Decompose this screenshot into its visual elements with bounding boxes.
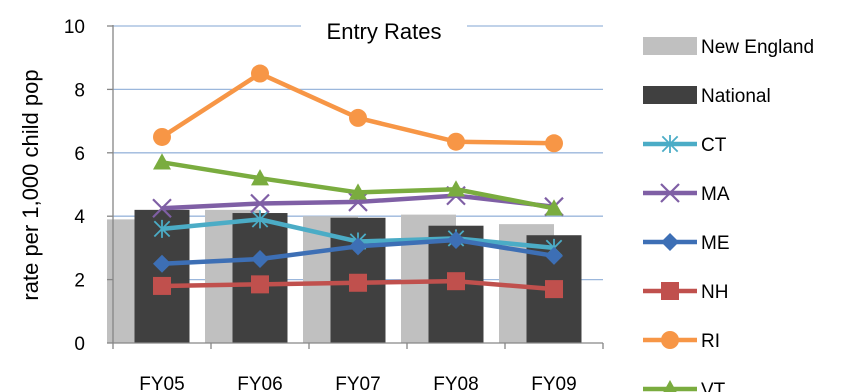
legend-item-national: National	[643, 86, 771, 107]
y-tick-label-6: 6	[74, 144, 85, 165]
y-tick-labels: 0 2 4 6 8 10	[64, 17, 86, 355]
x-tick-labels: FY05 FY06 FY07 FY08 FY09	[139, 374, 576, 392]
legend-item-vt: VT	[643, 380, 726, 392]
line-ri	[160, 71, 555, 146]
series-vt	[153, 153, 563, 216]
legend-label-nh: NH	[701, 282, 728, 303]
point-nh-fy08	[447, 272, 465, 291]
point-ri-fy08	[447, 132, 465, 151]
point-nh-fy09	[545, 280, 563, 299]
bars	[107, 209, 582, 343]
point-ma-fy06	[250, 193, 270, 214]
point-ri-fy05	[153, 127, 171, 146]
point-ma-fy05	[152, 198, 172, 219]
point-vt-fy08	[447, 180, 465, 197]
x-tick-label-fy09: FY09	[531, 374, 576, 392]
point-me-fy07	[349, 237, 367, 256]
legend-label-ma: MA	[701, 184, 730, 205]
point-vt-fy06	[251, 169, 269, 186]
legend-label-ct: CT	[701, 135, 727, 156]
legend-marker-ma	[660, 183, 680, 203]
legend-item-ct: CT	[643, 135, 727, 156]
legend-label-ri: RI	[701, 331, 720, 352]
legend-swatch-new-england	[643, 37, 697, 55]
legend-swatch-national	[643, 86, 697, 104]
x-tick-label-fy05: FY05	[139, 374, 184, 392]
legend-item-me: ME	[643, 233, 730, 254]
point-ct-fy05	[153, 219, 171, 238]
axes	[107, 25, 604, 349]
y-tick-label-4: 4	[74, 207, 85, 228]
legend-marker-vt	[663, 380, 677, 392]
x-tick-label-fy06: FY06	[237, 374, 282, 392]
point-ct-fy06	[251, 210, 269, 229]
series-ri	[153, 64, 563, 153]
point-vt-fy07	[349, 183, 367, 200]
point-vt-fy09	[545, 199, 563, 216]
series-nh	[153, 272, 563, 299]
lines	[152, 64, 564, 299]
point-me-fy06	[251, 249, 269, 268]
point-me-fy08	[447, 230, 465, 249]
point-nh-fy05	[153, 276, 171, 295]
point-nh-fy06	[251, 275, 269, 294]
legend-marker-ct	[661, 135, 679, 153]
legend-label-new-england: New England	[701, 37, 814, 58]
legend-label-national: National	[701, 86, 771, 107]
point-me-fy09	[545, 246, 563, 265]
legend-item-ri: RI	[643, 331, 720, 352]
y-tick-label-10: 10	[64, 17, 85, 38]
legend-marker-nh	[661, 282, 679, 300]
legend-item-ma: MA	[643, 183, 730, 205]
x-tick-label-fy07: FY07	[335, 374, 380, 392]
legend-label-me: ME	[701, 233, 730, 254]
chart-title: Entry Rates	[327, 19, 442, 44]
y-axis-label: rate per 1,000 child pop	[18, 69, 43, 300]
y-tick-label-0: 0	[74, 334, 85, 355]
x-tick-label-fy08: FY08	[433, 374, 478, 392]
y-tick-label-2: 2	[74, 271, 85, 292]
point-vt-fy05	[153, 153, 171, 170]
series-me	[153, 230, 563, 273]
point-ri-fy06	[251, 64, 269, 83]
chart-title-background	[301, 14, 467, 48]
legend: New England National CT MA ME NH RI VT	[643, 37, 814, 392]
point-ri-fy09	[545, 134, 563, 153]
legend-label-vt: VT	[701, 380, 726, 392]
y-tick-label-8: 8	[74, 80, 85, 101]
legend-marker-ri	[661, 331, 679, 349]
legend-marker-me	[661, 233, 679, 251]
point-ri-fy07	[349, 108, 367, 127]
point-me-fy05	[153, 254, 171, 273]
point-nh-fy07	[349, 273, 367, 292]
legend-item-nh: NH	[643, 282, 728, 303]
legend-item-new-england: New England	[643, 37, 814, 58]
